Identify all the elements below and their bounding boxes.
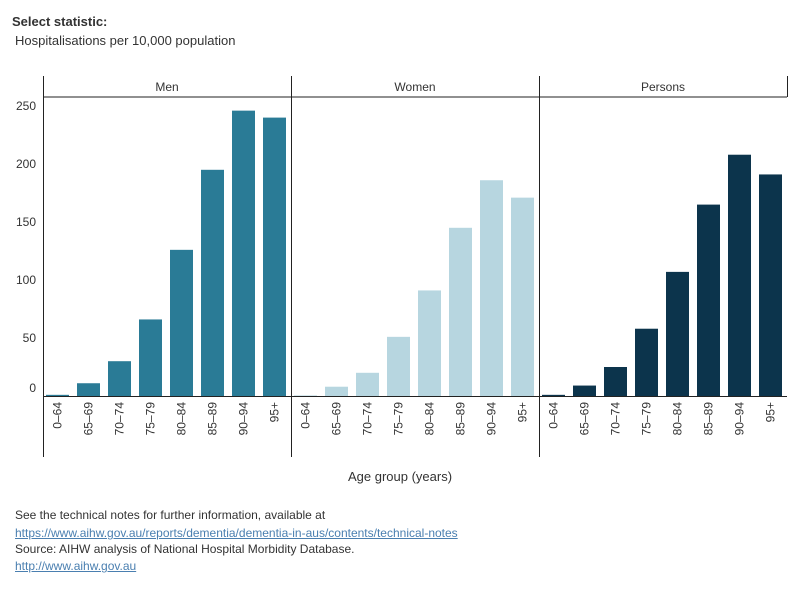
- panel-header: Men: [155, 80, 178, 94]
- category-label: 80–84: [671, 402, 685, 436]
- bar: [635, 328, 658, 396]
- bar: [573, 385, 596, 396]
- panel-header: Persons: [641, 80, 685, 94]
- category-label: 95+: [516, 402, 530, 422]
- select-statistic-label: Select statistic:: [12, 14, 108, 29]
- category-label: 0–64: [547, 402, 561, 429]
- bar: [294, 395, 317, 397]
- bar: [511, 197, 534, 396]
- bar: [201, 169, 224, 396]
- category-label: 95+: [764, 402, 778, 422]
- bar: [697, 204, 720, 396]
- bar: [325, 386, 348, 396]
- source-text: Source: AIHW analysis of National Hospit…: [15, 542, 355, 556]
- bar: [666, 271, 689, 396]
- bar-chart: 0 50 100 150 200 250 Men 0–64 65–69 70–74 75–79 80–…: [16, 76, 788, 484]
- bar: [263, 117, 286, 396]
- category-label: 85–89: [454, 402, 468, 436]
- technical-notes-link[interactable]: https://www.aihw.gov.au/reports/dementia…: [15, 526, 458, 540]
- category-label: 85–89: [206, 402, 220, 436]
- bar: [108, 361, 131, 396]
- bar: [728, 154, 751, 396]
- bar: [77, 383, 100, 396]
- category-label: 65–69: [330, 402, 344, 436]
- bar: [170, 249, 193, 396]
- category-label: 80–84: [423, 402, 437, 436]
- bar: [46, 394, 69, 396]
- bar: [418, 290, 441, 396]
- category-label: 80–84: [175, 402, 189, 436]
- bar: [356, 372, 379, 396]
- category-label: 65–69: [578, 402, 592, 436]
- y-tick-label: 0: [29, 381, 36, 395]
- bar: [387, 336, 410, 396]
- category-label: 65–69: [82, 402, 96, 436]
- y-tick-label: 200: [16, 157, 36, 171]
- category-label: 90–94: [237, 402, 251, 436]
- category-label: 75–79: [640, 402, 654, 436]
- category-label: 70–74: [113, 402, 127, 436]
- y-tick-label: 100: [16, 273, 36, 287]
- category-label: 90–94: [733, 402, 747, 436]
- category-label: 90–94: [485, 402, 499, 436]
- x-axis-title: Age group (years): [348, 469, 452, 484]
- category-label: 85–89: [702, 402, 716, 436]
- category-label: 70–74: [609, 402, 623, 436]
- y-tick-label: 250: [16, 99, 36, 113]
- category-label: 75–79: [144, 402, 158, 436]
- bar: [232, 110, 255, 396]
- bar: [542, 394, 565, 396]
- technical-notes-text: See the technical notes for further info…: [15, 508, 326, 522]
- category-label: 75–79: [392, 402, 406, 436]
- bar: [604, 367, 627, 396]
- bar: [480, 180, 503, 396]
- statistic-selector[interactable]: Hospitalisations per 10,000 population: [15, 33, 236, 48]
- category-label: 0–64: [299, 402, 313, 429]
- y-tick-label: 50: [23, 331, 37, 345]
- bar: [139, 319, 162, 396]
- aihw-website-link[interactable]: http://www.aihw.gov.au: [15, 559, 137, 573]
- y-tick-label: 150: [16, 215, 36, 229]
- panel-header: Women: [394, 80, 435, 94]
- category-label: 0–64: [51, 402, 65, 429]
- category-label: 95+: [268, 402, 282, 422]
- bar: [759, 174, 782, 396]
- bar: [449, 227, 472, 396]
- category-label: 70–74: [361, 402, 375, 436]
